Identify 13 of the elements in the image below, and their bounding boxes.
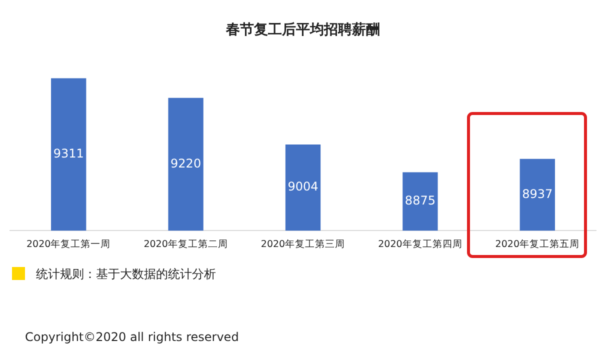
x-tick-label: 2020年复工第四周 (378, 238, 462, 250)
x-tick-label: 2020年复工第一周 (26, 238, 111, 250)
data-label: 9004 (288, 180, 318, 194)
data-label: 9311 (53, 146, 84, 161)
annotation: 统计规则：基于大数据的统计分析 (36, 266, 216, 283)
x-tick-label: 2020年复工第二周 (144, 238, 228, 250)
data-label: 8875 (404, 194, 436, 208)
x-tick-label: 2020年复工第五周 (495, 238, 580, 250)
chart-title: 春节复工后平均招聘薪酬 (225, 21, 380, 38)
x-tick-label: 2020年复工第三周 (260, 238, 346, 250)
data-label: 8937 (522, 186, 553, 201)
data-label: 9220 (170, 156, 202, 170)
annotation: Copyright©2020 all rights reserved (25, 330, 239, 344)
